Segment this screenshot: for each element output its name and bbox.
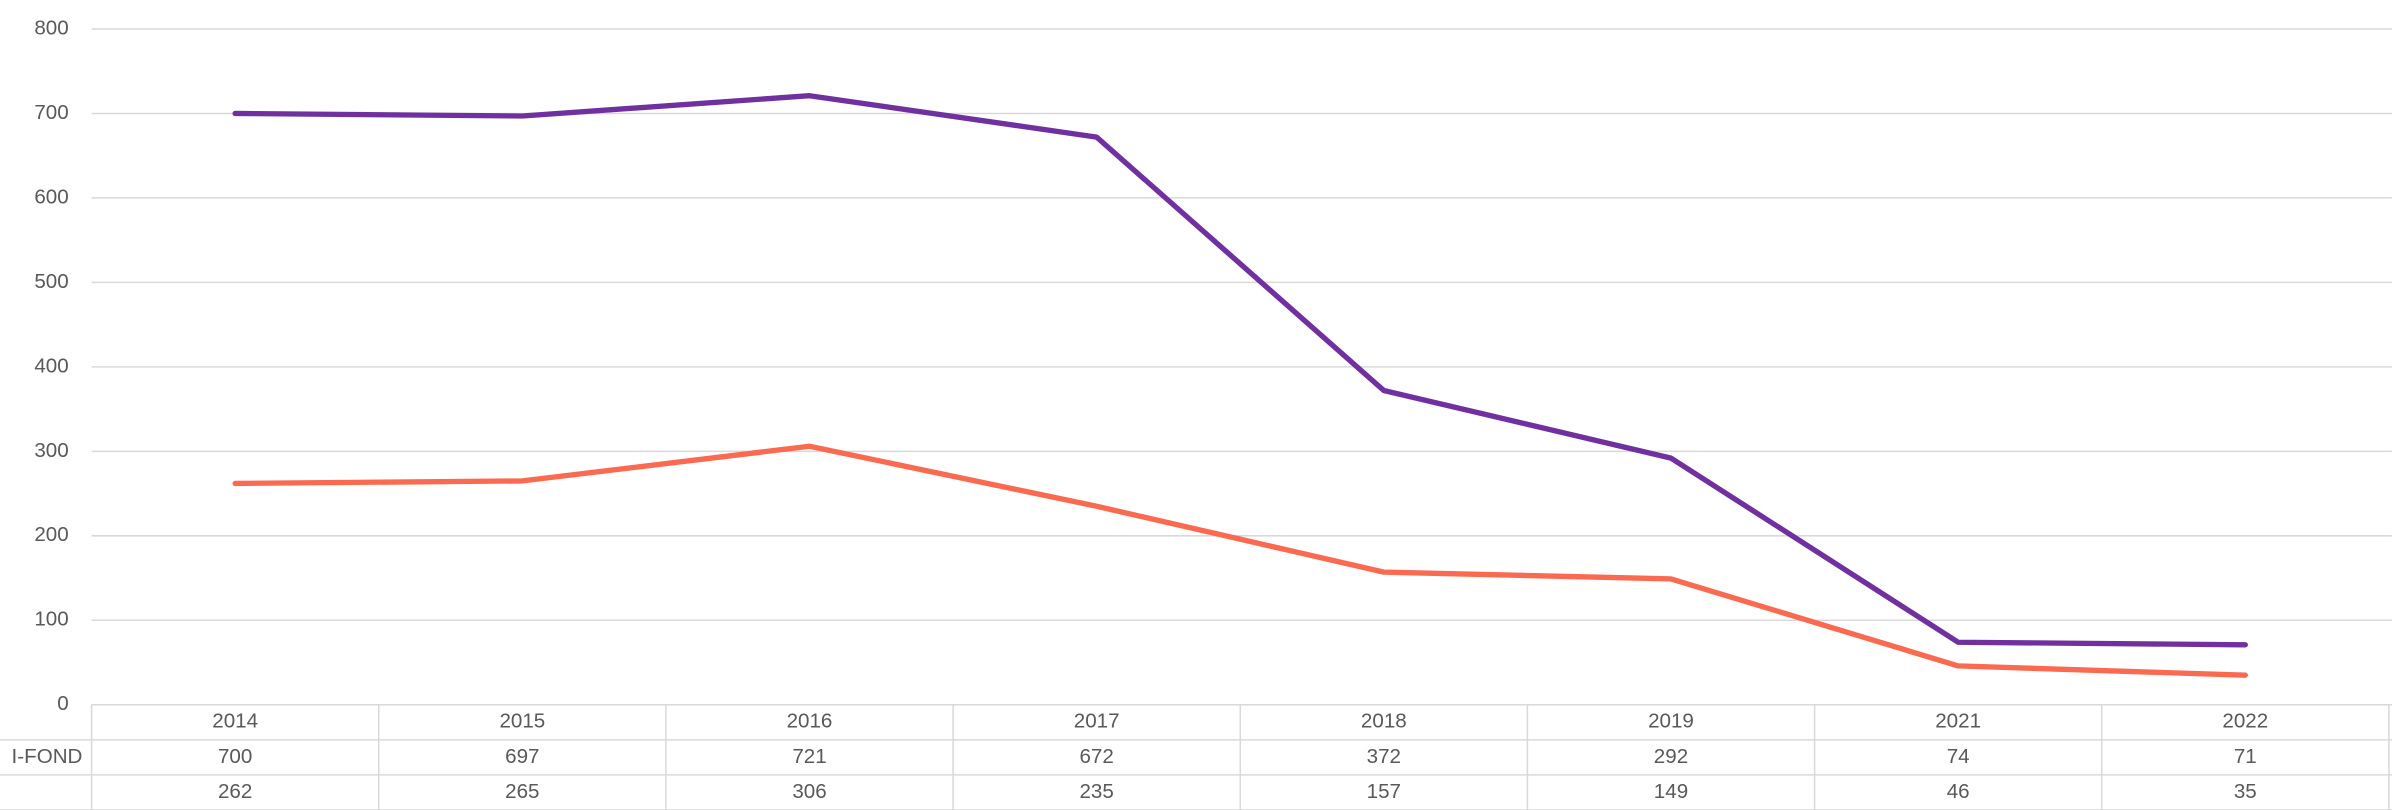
table-value: 235 xyxy=(1079,780,1113,803)
table-value: 149 xyxy=(1654,780,1688,803)
y-tick-label: 400 xyxy=(34,354,68,377)
table-value: 700 xyxy=(218,745,252,768)
table-value: 306 xyxy=(792,780,826,803)
table-value: 672 xyxy=(1079,745,1113,768)
y-tick-label: 600 xyxy=(34,185,68,208)
legend-label: I-FOND xyxy=(12,745,83,768)
table-value: 35 xyxy=(2234,780,2257,803)
table-value: 46 xyxy=(1947,780,1970,803)
table-value: 292 xyxy=(1654,745,1688,768)
y-tick-label: 200 xyxy=(34,523,68,546)
x-tick-label: 2022 xyxy=(2222,710,2268,733)
x-tick-label: 2019 xyxy=(1648,710,1694,733)
x-tick-label: 2018 xyxy=(1361,710,1407,733)
series-line xyxy=(232,443,2248,678)
table-value: 262 xyxy=(218,780,252,803)
x-tick-label: 2021 xyxy=(1935,710,1981,733)
y-tick-label: 800 xyxy=(34,16,68,39)
y-tick-label: 100 xyxy=(34,608,68,631)
y-tick-label: 700 xyxy=(34,101,68,124)
table-value: 74 xyxy=(1947,745,1970,768)
series-line xyxy=(232,93,2248,648)
table-value: 157 xyxy=(1367,780,1401,803)
x-tick-label: 2016 xyxy=(787,710,833,733)
table-value: 372 xyxy=(1367,745,1401,768)
table-value: 71 xyxy=(2234,745,2257,768)
table-value: 265 xyxy=(505,780,539,803)
x-tick-label: 2015 xyxy=(499,710,545,733)
table-value: 721 xyxy=(792,745,826,768)
y-tick-label: 0 xyxy=(57,692,68,715)
table-value: 697 xyxy=(505,745,539,768)
x-tick-label: 2017 xyxy=(1074,710,1120,733)
y-tick-label: 500 xyxy=(34,270,68,293)
y-tick-label: 300 xyxy=(34,439,68,462)
x-tick-label: 2014 xyxy=(212,710,258,733)
